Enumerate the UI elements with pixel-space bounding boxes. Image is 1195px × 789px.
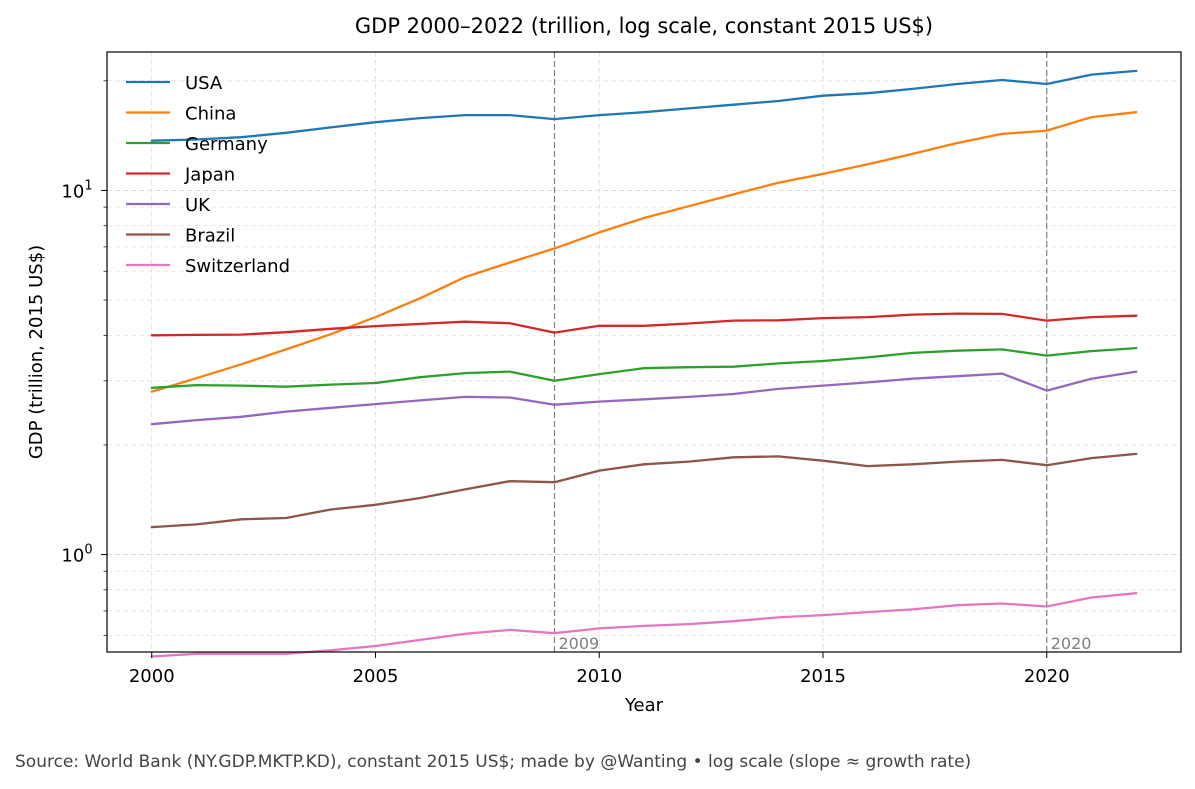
x-tick-label: 2010 xyxy=(576,666,622,687)
x-axis-label: Year xyxy=(624,695,664,716)
y-axis-label: GDP (trillion, 2015 US$) xyxy=(26,245,47,459)
y-axis-ticks: 100 101 xyxy=(61,80,107,636)
x-tick-label: 2005 xyxy=(353,666,399,687)
series-line-china xyxy=(150,111,1138,393)
grid xyxy=(107,52,1181,652)
x-tick-label: 2020 xyxy=(1024,666,1070,687)
event-markers: 2009 2020 xyxy=(553,52,1092,653)
series-line-uk xyxy=(150,370,1138,426)
event-label: 2009 xyxy=(559,634,600,653)
legend-label: Germany xyxy=(185,134,268,155)
x-axis-ticks: 2000 2005 2010 2015 2020 xyxy=(129,652,1070,687)
legend-label: Brazil xyxy=(185,226,235,247)
series-line-brazil xyxy=(150,452,1138,529)
legend-label: Japan xyxy=(184,165,235,186)
legend-label: UK xyxy=(185,195,211,216)
x-tick-label: 2015 xyxy=(800,666,846,687)
plot-frame xyxy=(106,51,1182,653)
legend-label: Switzerland xyxy=(185,256,290,277)
series-line-usa xyxy=(150,69,1138,142)
legend-label: USA xyxy=(185,73,223,94)
chart-title: GDP 2000–2022 (trillion, log scale, cons… xyxy=(355,14,933,38)
series-lines xyxy=(150,69,1138,658)
y-tick-label: 101 xyxy=(61,178,92,202)
series-line-germany xyxy=(150,346,1138,389)
legend-label: China xyxy=(185,104,236,125)
source-note: Source: World Bank (NY.GDP.MKTP.KD), con… xyxy=(15,752,972,772)
series-line-japan xyxy=(150,312,1138,337)
x-tick-label: 2000 xyxy=(129,666,175,687)
event-label: 2020 xyxy=(1051,634,1092,653)
series-line-switzerland xyxy=(150,592,1138,658)
y-tick-label: 100 xyxy=(61,543,92,567)
legend: USA China Germany Japan UK Brazil Switzerland xyxy=(126,73,290,277)
